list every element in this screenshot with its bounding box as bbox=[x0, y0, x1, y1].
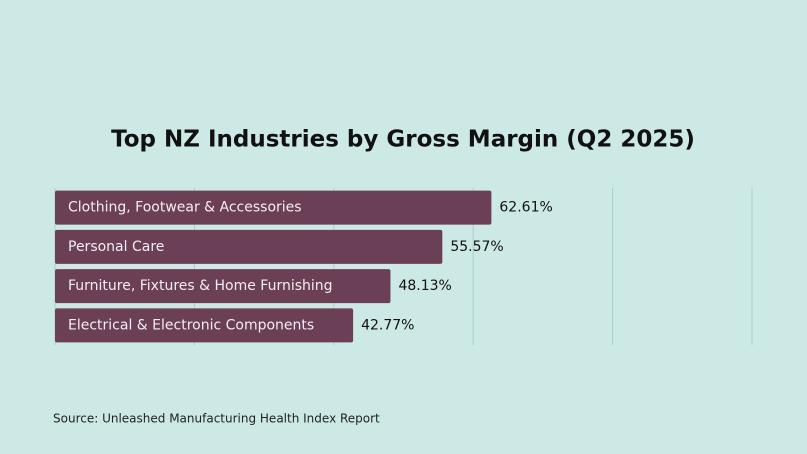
bar bbox=[55, 269, 391, 304]
bar bbox=[55, 190, 492, 225]
source-note: Source: Unleashed Manufacturing Health I… bbox=[53, 412, 380, 426]
bar bbox=[55, 229, 443, 264]
value-label: 42.77% bbox=[361, 317, 414, 333]
category-label: Furniture, Fixtures & Home Furnishing bbox=[68, 278, 333, 294]
bar bbox=[55, 308, 354, 343]
category-label: Clothing, Footwear & Accessories bbox=[68, 200, 302, 216]
value-label: 55.57% bbox=[450, 239, 503, 255]
value-label: 62.61% bbox=[499, 200, 552, 216]
category-label: Electrical & Electronic Components bbox=[68, 317, 314, 333]
category-label: Personal Care bbox=[68, 239, 164, 255]
value-label: 48.13% bbox=[398, 278, 451, 294]
chart-title: Top NZ Industries by Gross Margin (Q2 20… bbox=[111, 127, 695, 153]
